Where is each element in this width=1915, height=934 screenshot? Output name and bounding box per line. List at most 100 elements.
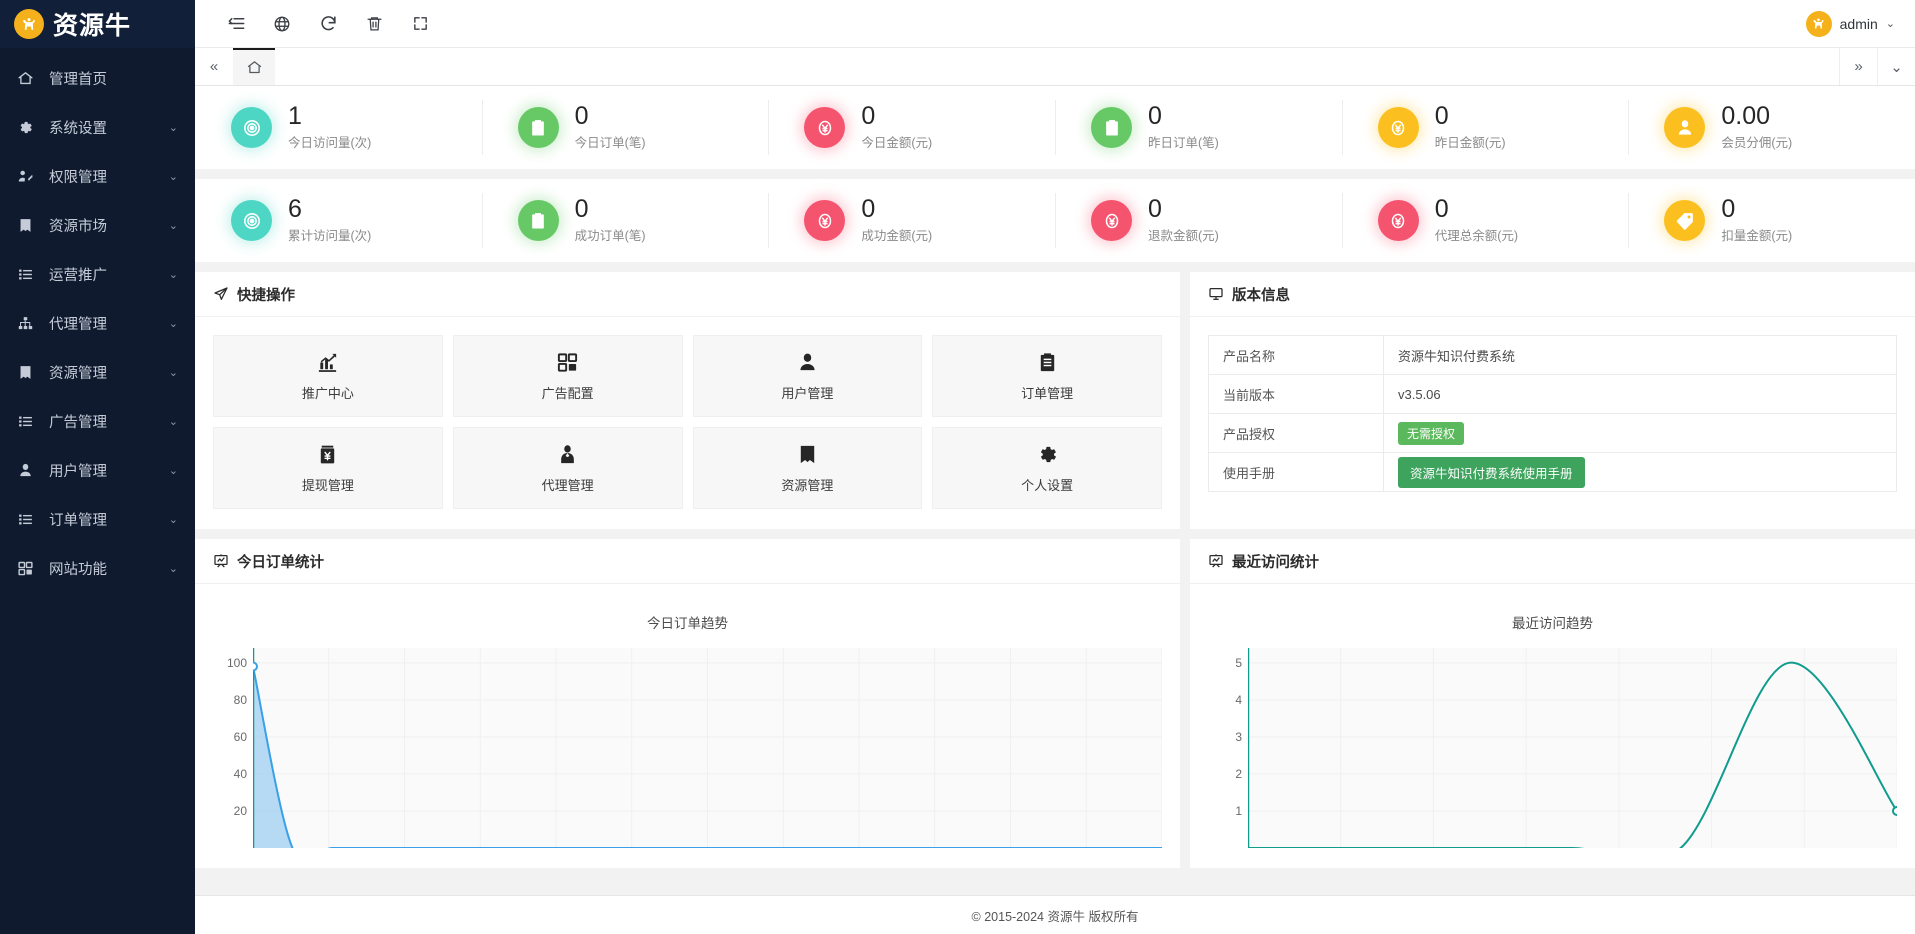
stat-card-4[interactable]: 0 昨日金额(元)	[1341, 86, 1629, 169]
sidebar-item-8[interactable]: 用户管理 ⌄	[0, 446, 195, 495]
chevron-double-right-icon[interactable]: »	[1839, 48, 1877, 85]
stat-label: 昨日金额(元)	[1434, 136, 1506, 150]
target-icon	[231, 107, 272, 148]
stat-card-1[interactable]: 0 成功订单(笔)	[481, 179, 769, 262]
page-content[interactable]: 1 今日访问量(次) 0 今日订单(笔) 0 今日金额(元) 0 昨日订单(笔) 0 昨日金额(元…	[195, 86, 1915, 895]
status-badge: 无需授权	[1398, 421, 1465, 445]
version-row-2: 产品授权 无需授权	[1208, 413, 1897, 453]
chart-board-icon	[1208, 553, 1224, 569]
chevron-down-icon[interactable]: ⌄	[1877, 48, 1915, 85]
quick-action-label: 代理管理	[541, 477, 594, 493]
sidebar-item-4[interactable]: 运营推广 ⌄	[0, 250, 195, 299]
stat-card-3[interactable]: 0 昨日订单(笔)	[1055, 86, 1342, 169]
quick-actions-grid: 推广中心 广告配置 用户管理 订单管理提现管理 代理管理 资源管理 个人设置	[213, 335, 1162, 509]
user-menu[interactable]: admin ⌄	[1805, 10, 1901, 37]
stat-card-0[interactable]: 1 今日访问量(次)	[195, 86, 482, 169]
version-value-cell: 无需授权	[1383, 413, 1897, 453]
quick-action-7[interactable]: 个人设置	[932, 427, 1162, 509]
clipboard-icon	[1036, 351, 1059, 374]
version-value: v3.5.06	[1398, 386, 1441, 402]
quick-action-1[interactable]: 广告配置	[452, 335, 683, 417]
user-name: admin	[1839, 15, 1878, 32]
chevron-double-left-icon[interactable]: «	[209, 58, 219, 75]
stat-label: 昨日订单(笔)	[1148, 136, 1219, 150]
sidebar-item-label: 系统设置	[49, 121, 107, 137]
grid-icon	[556, 351, 579, 374]
menu-fold-button[interactable]	[213, 0, 259, 48]
visit-chart-body: 最近访问趋势 1 2 3 4 5	[1190, 584, 1915, 868]
tab-home[interactable]	[233, 48, 275, 85]
stat-label: 成功订单(笔)	[574, 229, 646, 243]
language-button[interactable]	[259, 0, 305, 48]
sidebar-item-3[interactable]: 资源市场 ⌄	[0, 201, 195, 250]
stat-text: 0 昨日订单(笔)	[1148, 104, 1219, 151]
stats-row-today: 1 今日访问量(次) 0 今日订单(笔) 0 今日金额(元) 0 昨日订单(笔) 0 昨日金额(元…	[195, 86, 1915, 169]
chevron-down-icon: ⌄	[168, 122, 178, 134]
user-icon	[1664, 107, 1706, 148]
manual-button[interactable]: 资源牛知识付费系统使用手册	[1398, 456, 1585, 488]
sidebar-item-1[interactable]: 系统设置 ⌄	[0, 103, 195, 152]
sidebar-item-label: 网站功能	[49, 562, 107, 578]
chevron-down-icon: ⌄	[168, 220, 178, 232]
order-chart-ytick-3: 80	[233, 692, 247, 707]
list-icon	[17, 413, 39, 430]
main-column: admin ⌄ « » ⌄ 1 今日访问量(次) 0 今日订单(笔) 0 今日金额(元) 0…	[195, 0, 1915, 934]
stat-card-0[interactable]: 6 累计访问量(次)	[195, 179, 482, 262]
stat-card-3[interactable]: 0 退款金额(元)	[1055, 179, 1342, 262]
sidebar-item-6[interactable]: 资源管理 ⌄	[0, 348, 195, 397]
sidebar-item-label: 用户管理	[49, 464, 107, 480]
agent-icon	[556, 443, 579, 466]
quick-action-label: 订单管理	[1021, 385, 1074, 401]
quick-action-label: 资源管理	[781, 477, 834, 493]
quick-action-6[interactable]: 资源管理	[692, 427, 923, 509]
sidebar-item-2[interactable]: 权限管理 ⌄	[0, 152, 195, 201]
brand-logo[interactable]: 资源牛	[0, 0, 195, 48]
chevron-down-icon: ⌄	[168, 465, 178, 477]
sidebar-item-label: 资源市场	[49, 219, 107, 235]
sidebar-item-9[interactable]: 订单管理 ⌄	[0, 495, 195, 544]
stat-card-5[interactable]: 0 扣量金额(元)	[1628, 179, 1915, 262]
stat-text: 0.00 会员分佣(元)	[1721, 104, 1792, 151]
panels-row-2: 今日订单统计 今日订单趋势 20 40 60 80 100	[195, 539, 1915, 868]
quick-action-3[interactable]: 订单管理	[932, 335, 1162, 417]
quick-action-4[interactable]: 提现管理	[213, 427, 443, 509]
order-chart-ytick-1: 40	[233, 766, 247, 781]
sidebar-item-0[interactable]: 管理首页	[0, 54, 195, 103]
clear-cache-button[interactable]	[351, 0, 397, 48]
visit-chart-ytick-0: 1	[1235, 803, 1242, 818]
chevron-down-icon: ⌄	[168, 514, 178, 526]
stat-card-2[interactable]: 0 今日金额(元)	[768, 86, 1055, 169]
stat-label: 今日订单(笔)	[574, 136, 646, 150]
version-info-header: 版本信息	[1190, 272, 1915, 317]
visit-chart-plot	[1248, 648, 1897, 848]
stat-text: 0 成功金额(元)	[861, 197, 932, 244]
paper-plane-icon	[213, 286, 229, 302]
stat-label: 今日访问量(次)	[288, 136, 372, 150]
fullscreen-button[interactable]	[397, 0, 443, 48]
order-chart-ytick-2: 60	[233, 729, 247, 744]
refresh-button[interactable]	[305, 0, 351, 48]
chevron-down-icon: ⌄	[168, 416, 178, 428]
sidebar-item-10[interactable]: 网站功能 ⌄	[0, 544, 195, 593]
quick-action-5[interactable]: 代理管理	[452, 427, 683, 509]
monitor-icon	[1208, 286, 1224, 302]
stat-card-2[interactable]: 0 成功金额(元)	[768, 179, 1055, 262]
book-icon	[17, 217, 39, 234]
stat-value: 0.00	[1721, 102, 1771, 130]
visit-chart-ytick-4: 5	[1235, 655, 1242, 670]
quick-action-2[interactable]: 用户管理	[692, 335, 923, 417]
quick-action-0[interactable]: 推广中心	[213, 335, 443, 417]
stat-card-1[interactable]: 0 今日订单(笔)	[481, 86, 769, 169]
sidebar-item-7[interactable]: 广告管理 ⌄	[0, 397, 195, 446]
key-user-icon	[17, 168, 39, 185]
stat-card-4[interactable]: 0 代理总余额(元)	[1341, 179, 1629, 262]
user-icon	[796, 351, 819, 374]
version-row-0: 产品名称 资源牛知识付费系统	[1208, 335, 1897, 375]
sidebar-item-5[interactable]: 代理管理 ⌄	[0, 299, 195, 348]
order-chart-header: 今日订单统计	[195, 539, 1180, 584]
version-info-title: 版本信息	[1232, 287, 1290, 304]
stat-value: 6	[288, 195, 302, 223]
stat-card-5[interactable]: 0.00 会员分佣(元)	[1628, 86, 1915, 169]
order-chart-ytick-4: 100	[226, 655, 247, 670]
